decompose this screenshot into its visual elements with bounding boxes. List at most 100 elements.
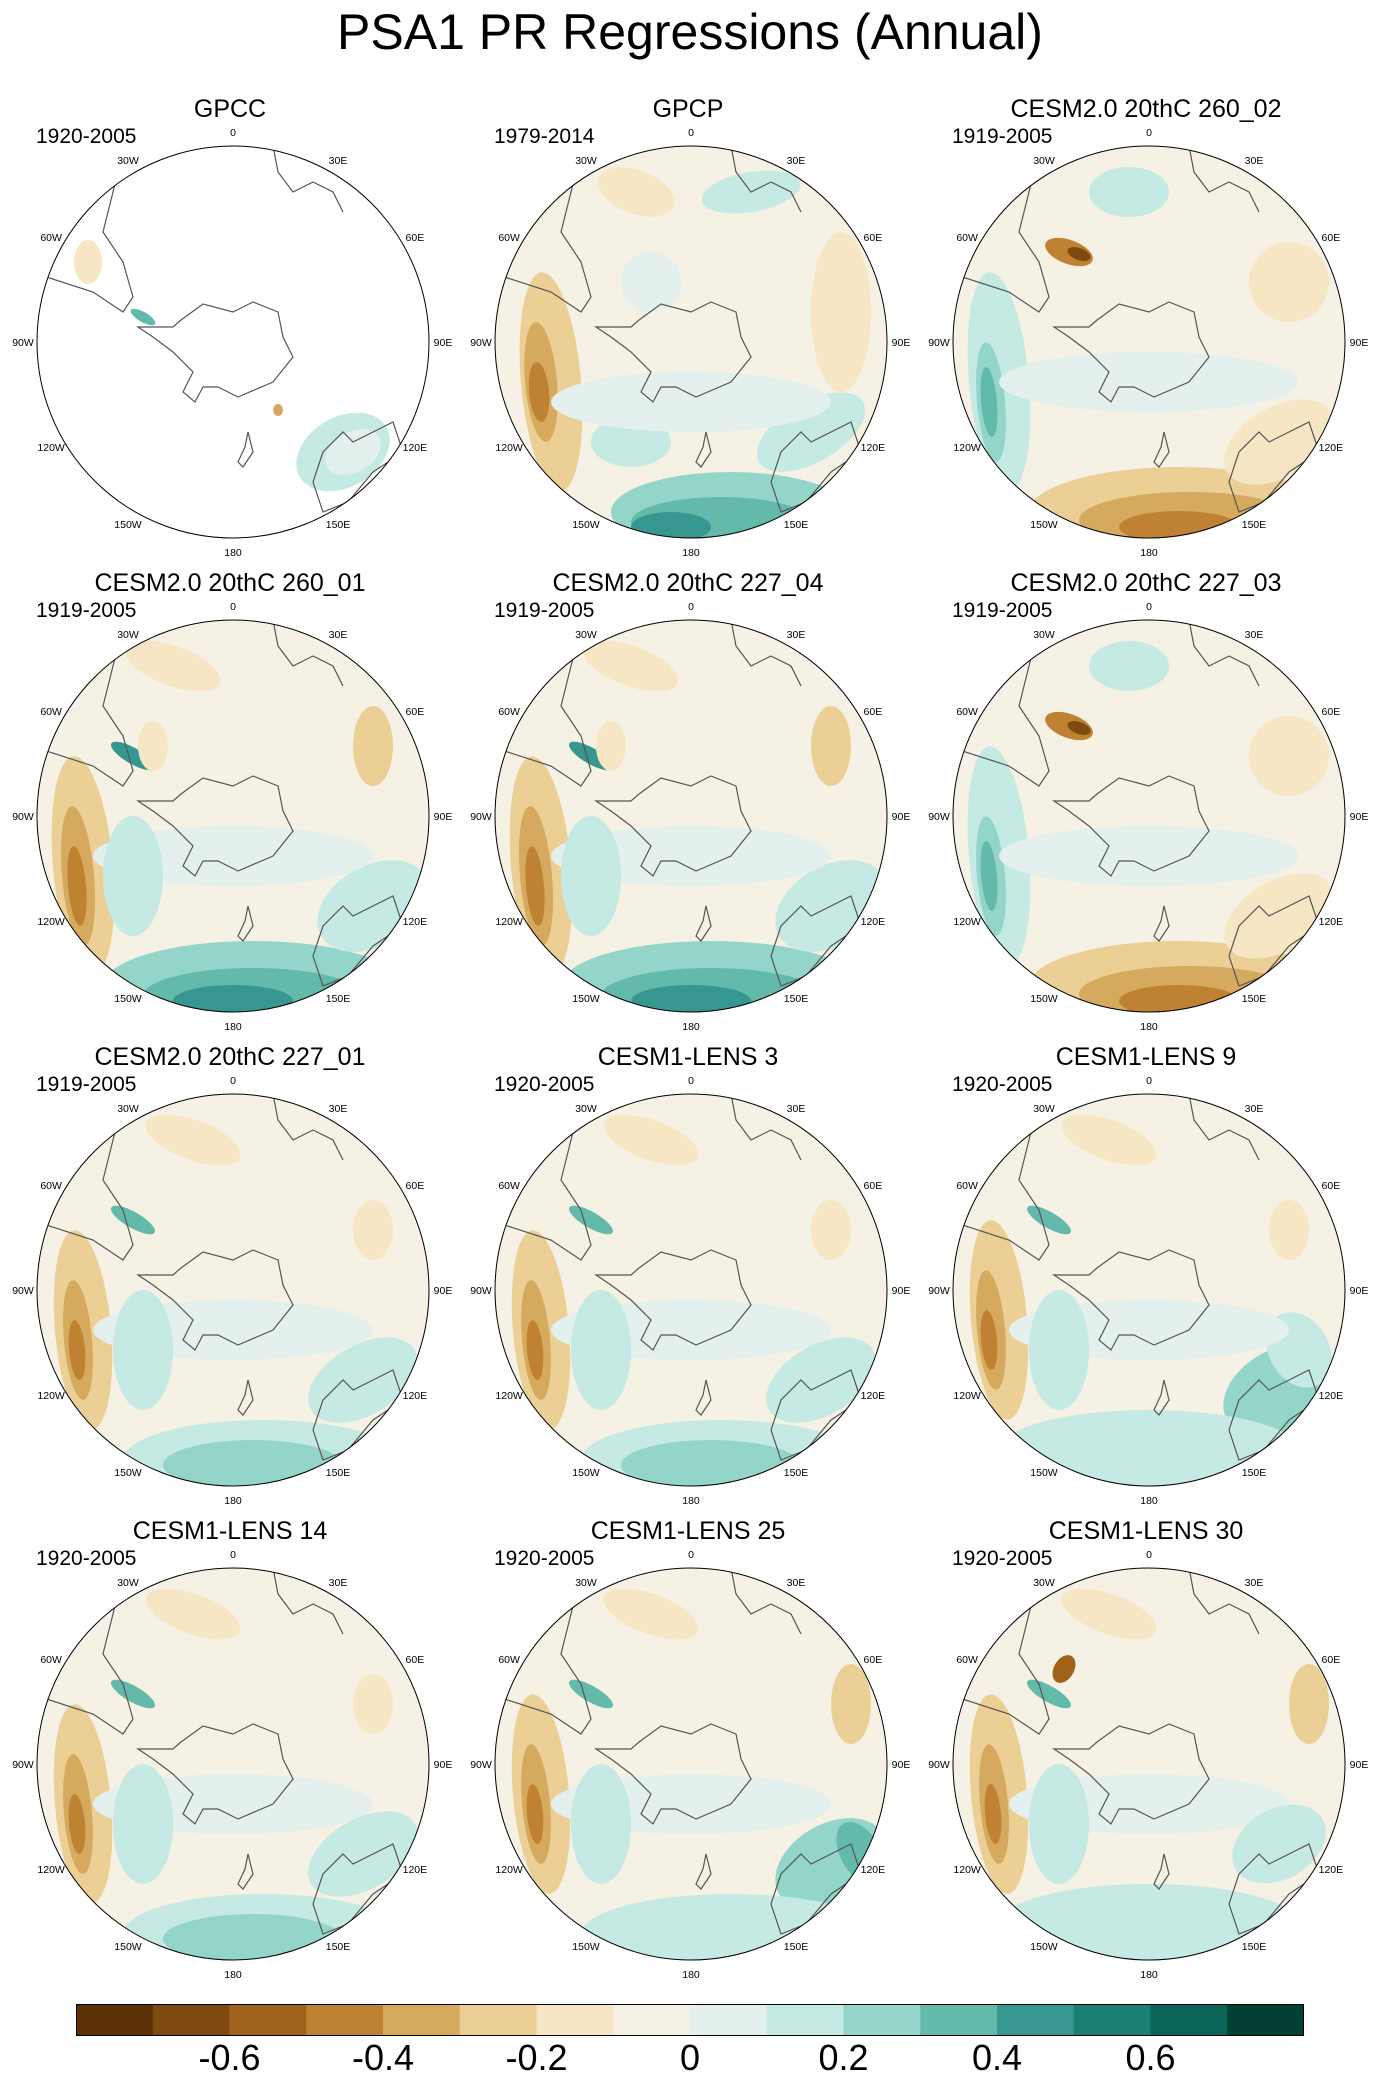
longitude-label: 90W [470, 1285, 492, 1297]
coastline [953, 151, 1050, 313]
colorbar [76, 2004, 1304, 2036]
longitude-label: 120E [861, 916, 886, 928]
longitude-label: 180 [224, 1969, 242, 1981]
polar-map: 0 30E 60E 90E 120E 150E 180 150W 120W 90W 60W 30W [928, 601, 1369, 1033]
coastline [1052, 301, 1210, 403]
longitude-label: 90E [1350, 1759, 1369, 1771]
panel-period: 1979-2014 [494, 125, 595, 148]
longitude-label: 120E [1319, 1864, 1344, 1876]
longitude-label: 60E [1322, 1180, 1341, 1192]
map-boundary [494, 1093, 888, 1487]
precipitation-field [37, 1094, 429, 1486]
precipitation-field [495, 620, 887, 1012]
longitude-label: 30E [329, 629, 348, 641]
longitude-label: 90W [928, 1759, 950, 1771]
longitude-label: 30E [329, 1103, 348, 1115]
longitude-label: 30W [117, 629, 139, 641]
coastline [594, 1723, 752, 1825]
coastline [1153, 1379, 1170, 1416]
longitude-label: 120W [495, 442, 523, 454]
colorbar-swatch [613, 2004, 691, 2036]
longitude-label: 30W [117, 155, 139, 167]
coastline [953, 1573, 1050, 1735]
coastline [1052, 1723, 1210, 1825]
longitude-label: 180 [1140, 1021, 1158, 1033]
longitude-label: 120W [953, 1390, 981, 1402]
polar-map: 0 30E 60E 90E 120E 150E 180 150W 120W 90W 60W 30W [928, 1075, 1368, 1507]
longitude-label: 60W [498, 1654, 520, 1666]
longitude-label: 120E [1319, 442, 1344, 454]
longitude-label: 180 [1140, 1495, 1158, 1507]
longitude-label: 120W [37, 916, 65, 928]
longitude-label: 60W [956, 1654, 978, 1666]
longitude-label: 30W [1033, 1577, 1055, 1589]
longitude-label: 120E [861, 442, 886, 454]
coastline [37, 151, 134, 313]
coastline [594, 1249, 752, 1351]
coastline [695, 431, 712, 468]
longitude-label: 180 [224, 1495, 242, 1507]
longitude-label: 90W [928, 337, 950, 349]
coastline [237, 905, 254, 942]
colorbar-tick-label: 0 [679, 2037, 701, 2078]
longitude-label: 150W [572, 993, 600, 1005]
polar-map: 0 30E 60E 90E 120E 150E 180 150W 120W 90W 60W 30W [928, 1549, 1369, 1981]
coastline [495, 151, 592, 313]
longitude-label: 150W [114, 1941, 142, 1953]
colorbar-swatch [152, 2004, 230, 2036]
map-boundary [952, 145, 1346, 539]
coastline [1052, 1249, 1210, 1351]
longitude-label: 90W [12, 1285, 34, 1297]
map-boundary [952, 1093, 1346, 1487]
polar-map: 0 30E 60E 90E 120E 150E 180 150W 120W 90W 60W 30W [470, 127, 910, 559]
coastline [136, 775, 294, 877]
longitude-label: 30W [117, 1103, 139, 1115]
longitude-label: 90E [1350, 811, 1369, 823]
map-boundary [494, 145, 888, 539]
longitude-label: 90W [12, 1759, 34, 1771]
longitude-label: 90W [928, 811, 950, 823]
longitude-label: 120W [495, 916, 523, 928]
coastline [237, 431, 254, 468]
longitude-label: 60W [40, 706, 62, 718]
polar-map: 0 30E 60E 90E 120E 150E 180 150W 120W 90W 60W 30W [470, 1075, 910, 1507]
polar-map: 0 30E 60E 90E 120E 150E 180 150W 120W 90W 60W 30W [928, 127, 1368, 559]
map-boundary [494, 619, 888, 1013]
panel-title: CESM1-LENS 3 [597, 1043, 779, 1071]
panel-period: 1919-2005 [952, 599, 1053, 622]
coastline [730, 620, 802, 687]
coastline [594, 301, 752, 403]
longitude-label: 150E [784, 993, 809, 1005]
longitude-label: 60E [406, 232, 425, 244]
longitude-label: 0 [230, 1549, 236, 1561]
coastline [1153, 1853, 1170, 1890]
longitude-label: 30W [1033, 155, 1055, 167]
longitude-label: 120E [403, 916, 428, 928]
longitude-label: 150W [1030, 1467, 1058, 1479]
longitude-label: 180 [224, 1021, 242, 1033]
longitude-label: 60E [1322, 232, 1341, 244]
longitude-label: 90E [892, 811, 911, 823]
panel-title: CESM1-LENS 9 [1055, 1043, 1237, 1071]
polar-map: 0 30E 60E 90E 120E 150E 180 150W 120W 90W 60W 30W [12, 601, 452, 1033]
longitude-label: 120E [403, 1864, 428, 1876]
panel-period: 1919-2005 [952, 125, 1053, 148]
map-panel: GPCC 1920-2005 0 30E 60E 90E 120E 150E 180 150W 12… [0, 94, 460, 568]
longitude-label: 120E [861, 1864, 886, 1876]
longitude-label: 90W [12, 337, 34, 349]
longitude-label: 120W [37, 1864, 65, 1876]
colorbar-swatch [690, 2004, 768, 2036]
longitude-label: 30E [1245, 155, 1264, 167]
colorbar-swatch [536, 2004, 614, 2036]
longitude-label: 120W [37, 442, 65, 454]
longitude-label: 150E [784, 519, 809, 531]
longitude-label: 90E [892, 1759, 911, 1771]
panel-period: 1920-2005 [494, 1073, 595, 1096]
longitude-label: 60E [1322, 706, 1341, 718]
longitude-label: 30W [1033, 629, 1055, 641]
coastline [1188, 1094, 1260, 1161]
longitude-label: 0 [688, 1549, 694, 1561]
longitude-label: 60W [40, 1654, 62, 1666]
longitude-label: 60E [864, 1654, 883, 1666]
coastline [1188, 1568, 1260, 1635]
